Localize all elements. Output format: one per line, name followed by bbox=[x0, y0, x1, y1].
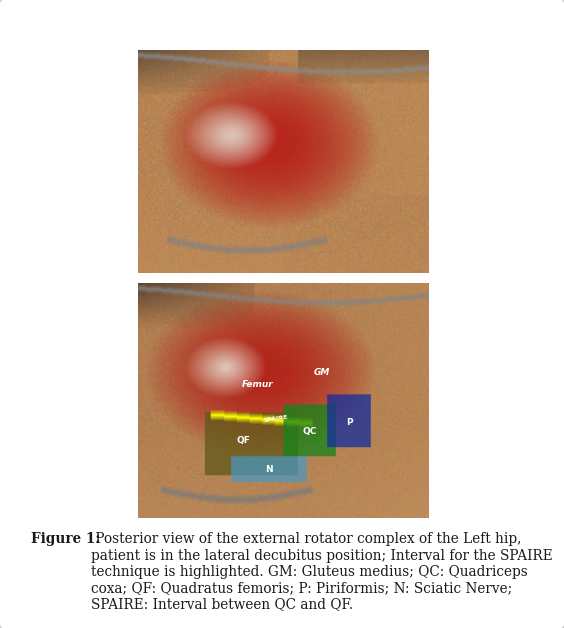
Text: GM: GM bbox=[314, 368, 330, 377]
Text: QF: QF bbox=[236, 436, 250, 445]
Text: N: N bbox=[266, 465, 273, 474]
Text: Figure 1:: Figure 1: bbox=[31, 533, 100, 546]
Text: Posterior view of the external rotator complex of the Left hip, patient is in th: Posterior view of the external rotator c… bbox=[91, 533, 552, 611]
Text: P: P bbox=[346, 418, 352, 426]
Text: Figure 1:: Figure 1: bbox=[0, 627, 1, 628]
Text: Femur: Femur bbox=[242, 380, 274, 389]
Text: SPAIRE: SPAIRE bbox=[262, 414, 288, 423]
Text: QC: QC bbox=[303, 427, 317, 436]
